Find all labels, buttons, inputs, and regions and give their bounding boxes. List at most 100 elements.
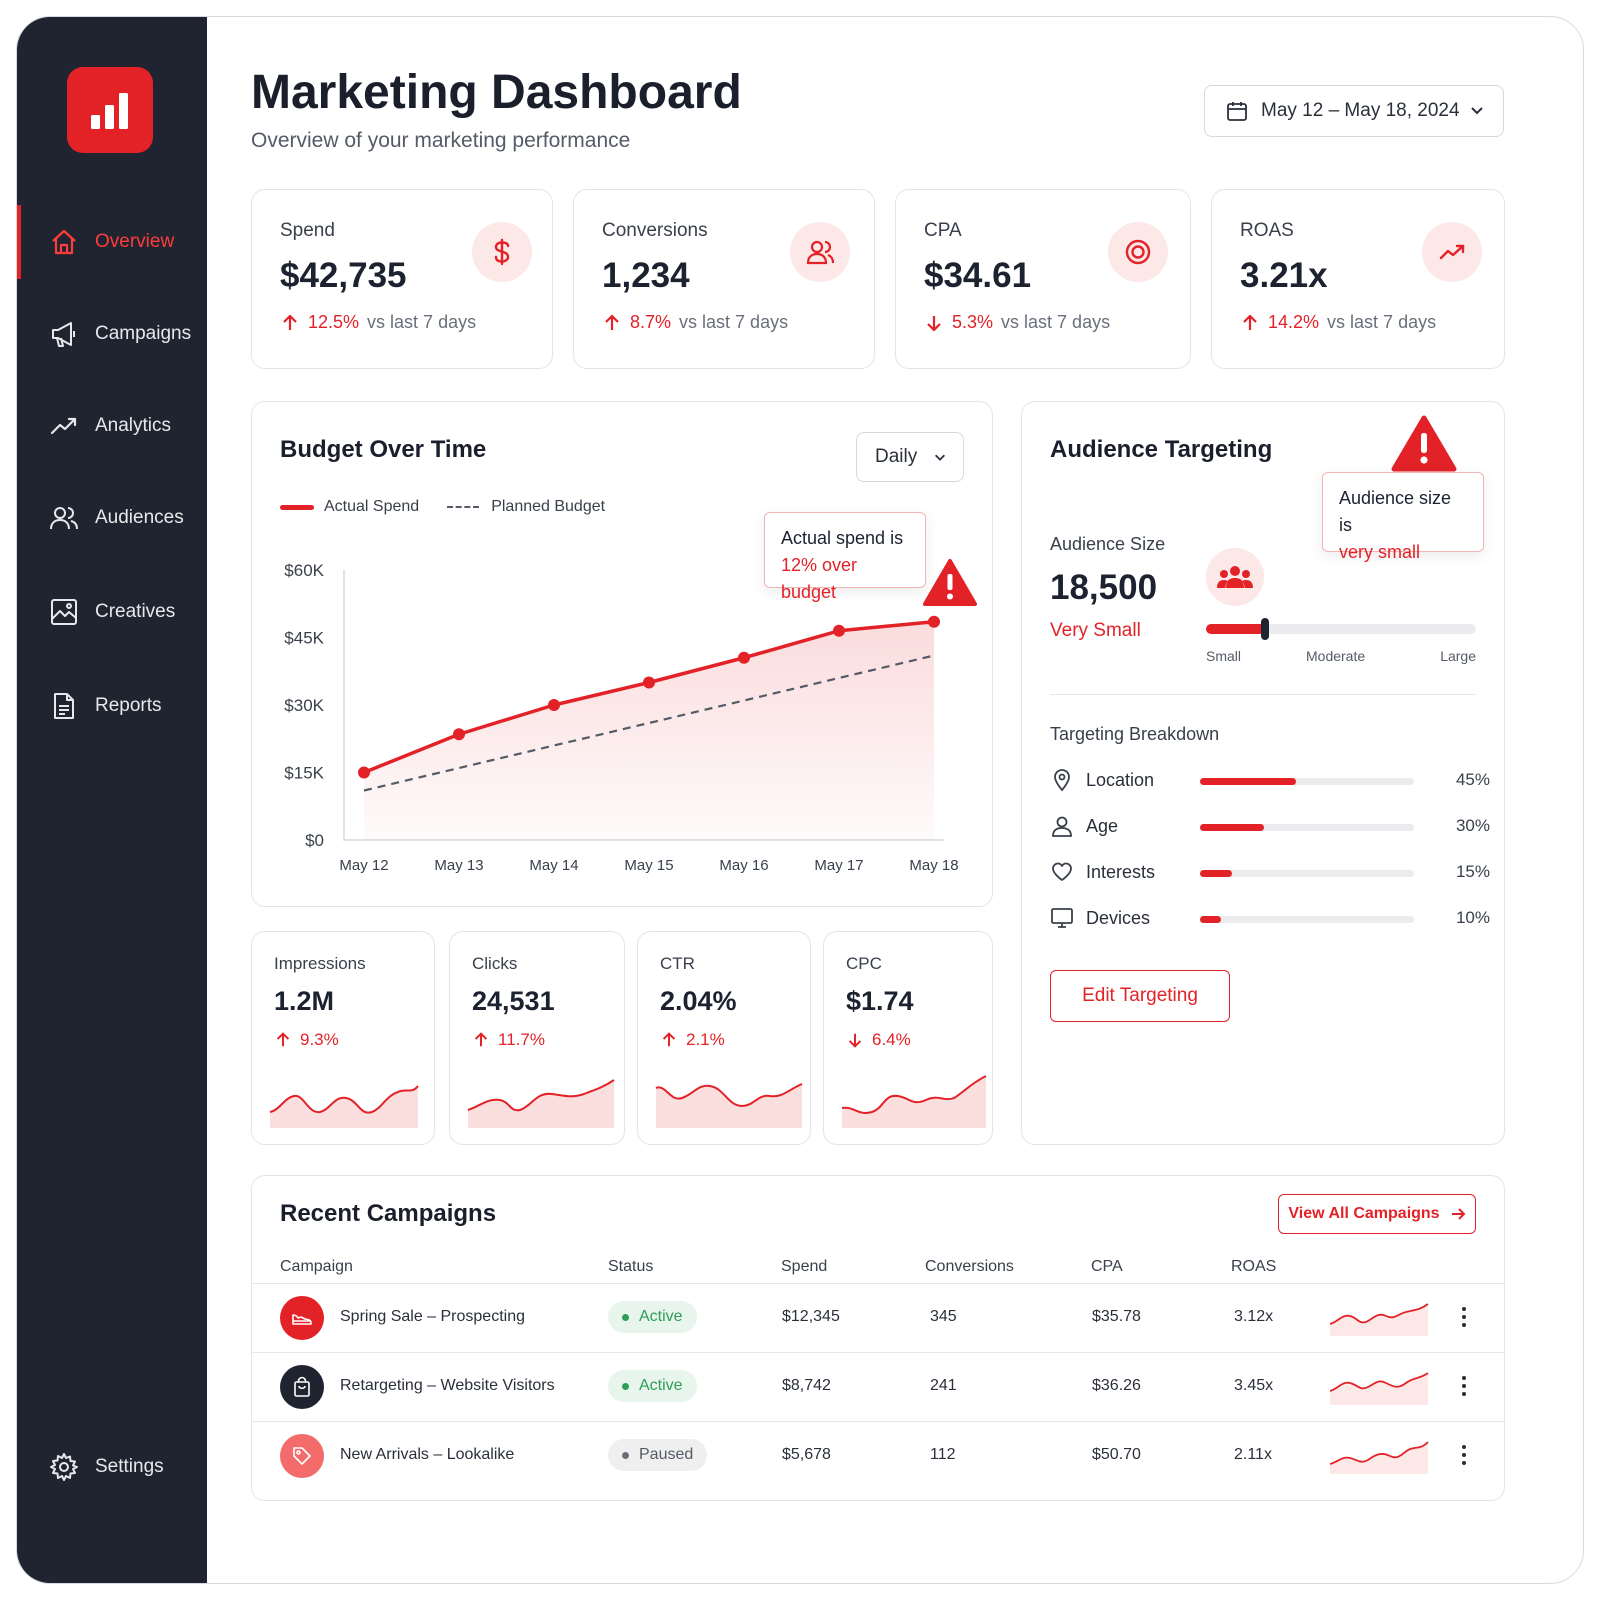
edit-targeting-button[interactable]: Edit Targeting <box>1050 970 1230 1022</box>
kpi-icon <box>790 222 850 282</box>
metric-value: 24,531 <box>472 986 555 1016</box>
legend-swatch-planned <box>447 506 480 508</box>
shopping-bag-icon <box>294 1376 310 1397</box>
date-range-picker[interactable]: May 12 – May 18, 2024 <box>1204 85 1504 137</box>
sidebar-item-campaigns[interactable]: Campaigns <box>17 309 207 359</box>
actual-spend-point[interactable] <box>358 766 370 779</box>
sidebar-item-label: Analytics <box>95 415 172 436</box>
actual-spend-point[interactable] <box>833 624 845 637</box>
status-badge: Paused <box>608 1439 708 1471</box>
column-header-conversions[interactable]: Conversions <box>925 1258 1014 1275</box>
warning-icon <box>1391 415 1457 472</box>
period-select[interactable]: Daily <box>856 432 964 482</box>
column-header-cpa[interactable]: CPA <box>1091 1258 1123 1275</box>
metric-label: CPC <box>846 954 882 973</box>
table-row[interactable]: Retargeting – Website Visitors Active $8… <box>252 1352 1504 1420</box>
breakdown-fill <box>1200 778 1297 785</box>
audience-card: Audience Targeting Audience size is very… <box>1021 401 1505 1145</box>
arrow-up-icon <box>276 1032 290 1047</box>
column-header-roas[interactable]: ROAS <box>1231 1258 1277 1275</box>
sidebar-item-analytics[interactable]: Analytics <box>17 401 207 451</box>
campaign-name[interactable]: Retargeting – Website Visitors <box>340 1377 555 1394</box>
callout-text: Audience size is <box>1339 488 1452 535</box>
sidebar: Overview Campaigns Analytics Audiences C… <box>17 17 207 1583</box>
x-tick-label: May 13 <box>434 857 483 874</box>
column-header-spend[interactable]: Spend <box>781 1258 828 1275</box>
audience-size-value: 18,500 <box>1050 568 1158 607</box>
status-text: Paused <box>639 1446 694 1463</box>
table-row[interactable]: New Arrivals – Lookalike Paused $5,678 1… <box>252 1421 1504 1489</box>
actual-spend-point[interactable] <box>453 728 465 741</box>
arrow-down-icon <box>927 315 941 332</box>
sidebar-item-reports[interactable]: Reports <box>17 681 207 731</box>
kpi-value: 1,234 <box>602 256 690 295</box>
tag-icon <box>293 1447 311 1465</box>
breakdown-track <box>1200 916 1414 923</box>
sidebar-item-creatives[interactable]: Creatives <box>17 587 207 637</box>
campaign-name[interactable]: Spring Sale – Prospecting <box>340 1308 525 1325</box>
campaign-roas: 2.11x <box>1234 1446 1272 1463</box>
kpi-card-spend: Spend $42,735 12.5% vs last 7 days <box>251 189 553 369</box>
more-options-icon[interactable] <box>1460 1304 1468 1330</box>
breakdown-percent: 30% <box>1455 816 1490 835</box>
kpi-card-cpa: CPA $34.61 5.3% vs last 7 days <box>895 189 1191 369</box>
sidebar-item-label: Audiences <box>95 507 184 528</box>
more-options-icon[interactable] <box>1460 1442 1468 1468</box>
sidebar-item-settings[interactable]: Settings <box>17 1442 207 1492</box>
breakdown-row-location: Location 45% <box>1050 764 1490 804</box>
audience-title: Audience Targeting <box>1050 436 1273 463</box>
campaign-avatar <box>280 1365 324 1409</box>
arrow-up-icon <box>605 313 619 330</box>
sparkline <box>269 1085 419 1128</box>
sparkline <box>467 1079 615 1128</box>
view-all-campaigns-button[interactable]: View All Campaigns <box>1278 1194 1476 1234</box>
column-header-status[interactable]: Status <box>608 1258 654 1275</box>
kpi-icon <box>1108 222 1168 282</box>
breakdown-label: Devices <box>1086 908 1151 928</box>
campaign-cpa: $35.78 <box>1092 1308 1141 1325</box>
actual-spend-point[interactable] <box>643 676 655 689</box>
date-range-value: May 12 – May 18, 2024 <box>1261 100 1460 121</box>
x-tick-label: May 15 <box>624 857 673 874</box>
audience-size-rating: Very Small <box>1050 620 1141 641</box>
status-badge: Active <box>608 1370 697 1402</box>
users-icon <box>806 240 835 265</box>
metric-card-clicks: Clicks 24,531 11.7% <box>449 931 625 1145</box>
sidebar-item-overview[interactable]: Overview <box>17 205 207 279</box>
kpi-delta-value: 14.2% <box>1268 312 1320 332</box>
kpi-icon <box>472 222 532 282</box>
breakdown-label: Location <box>1086 770 1155 790</box>
kpi-compare: vs last 7 days <box>1001 312 1111 332</box>
legend-swatch-actual <box>280 504 314 510</box>
kpi-value: $42,735 <box>280 256 407 295</box>
metric-value: 2.04% <box>660 986 737 1016</box>
chevron-down-icon <box>1471 107 1483 115</box>
campaign-avatar <box>280 1296 324 1340</box>
breakdown-track <box>1200 824 1414 831</box>
more-options-icon[interactable] <box>1460 1373 1468 1399</box>
warning-icon <box>923 559 977 606</box>
column-header-campaign[interactable]: Campaign <box>280 1258 353 1275</box>
trend-icon <box>50 417 77 435</box>
sidebar-item-audiences[interactable]: Audiences <box>17 493 207 543</box>
actual-spend-point[interactable] <box>928 615 940 628</box>
metric-delta-value: 9.3% <box>300 1030 339 1049</box>
campaign-conversions: 241 <box>930 1377 957 1394</box>
y-tick-label: $0 <box>305 831 324 850</box>
metric-delta-value: 11.7% <box>498 1030 545 1049</box>
metric-delta-value: 2.1% <box>686 1030 725 1049</box>
actual-spend-point[interactable] <box>548 699 560 711</box>
campaign-conversions: 112 <box>930 1446 956 1463</box>
logo[interactable] <box>67 67 153 153</box>
arrow-up-icon <box>662 1032 676 1047</box>
users-icon <box>50 507 78 530</box>
campaign-name[interactable]: New Arrivals – Lookalike <box>340 1446 515 1463</box>
status-badge: Active <box>608 1301 697 1333</box>
callout-text: Actual spend is <box>781 528 904 548</box>
kpi-compare: vs last 7 days <box>679 312 789 332</box>
actual-spend-point[interactable] <box>738 651 750 664</box>
dollar-icon <box>494 238 510 266</box>
breakdown-fill <box>1200 916 1222 923</box>
table-row[interactable]: Spring Sale – Prospecting Active $12,345… <box>252 1283 1504 1351</box>
trend-up-icon <box>1439 244 1465 260</box>
